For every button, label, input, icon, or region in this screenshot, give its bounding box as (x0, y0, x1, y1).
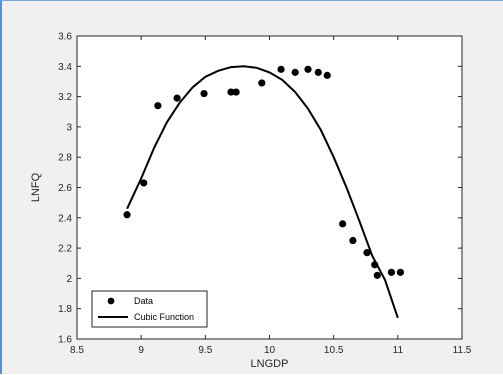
y-tick-label: 3 (66, 122, 72, 133)
x-tick-label: 11 (393, 345, 404, 356)
x-tick-label: 10 (264, 345, 276, 356)
data-point (140, 179, 148, 187)
data-point (371, 261, 379, 269)
legend-data-label: Data (134, 296, 153, 306)
data-point (291, 68, 299, 76)
data-point (314, 68, 322, 76)
data-point (200, 89, 208, 98)
y-tick-label: 2.4 (58, 213, 72, 224)
legend-cubic-label: Cubic Function (134, 312, 194, 322)
cubic-function-line (126, 65, 399, 319)
plot-area (76, 35, 463, 340)
data-point (323, 71, 331, 79)
y-tick-label: 3.6 (58, 32, 72, 43)
y-tick-label: 2.8 (58, 153, 72, 164)
data-point (304, 65, 312, 73)
data-point (387, 268, 396, 276)
data-point (277, 65, 285, 73)
data-point (154, 102, 162, 110)
x-tick-label: 9 (138, 345, 144, 356)
data-point (173, 94, 181, 102)
x-tick-label: 10.5 (324, 345, 344, 356)
data-point (227, 88, 235, 96)
x-axis-label: LNGDP (251, 358, 289, 370)
y-tick-label: 1.8 (58, 304, 72, 315)
y-tick-label: 3.2 (58, 92, 72, 103)
legend-data-marker (107, 297, 115, 305)
x-tick-label: 9.5 (198, 345, 212, 356)
data-point (232, 88, 240, 96)
y-tick-label: 2 (66, 274, 72, 285)
data-point (363, 249, 371, 257)
data-point (339, 220, 347, 228)
data-point (373, 271, 381, 279)
legend-box (91, 290, 208, 328)
x-tick-label: 8.5 (70, 345, 84, 356)
y-tick-label: 3.4 (58, 62, 72, 73)
data-point (123, 211, 131, 219)
y-tick-label: 1.6 (58, 335, 72, 346)
x-tick-label: 11.5 (453, 345, 472, 356)
data-point (349, 236, 357, 245)
data-point (258, 79, 266, 87)
y-tick-label: 2.2 (58, 244, 72, 255)
data-point (396, 268, 404, 276)
y-axis-label: LNFQ (30, 172, 42, 202)
y-tick-label: 2.6 (58, 183, 72, 194)
